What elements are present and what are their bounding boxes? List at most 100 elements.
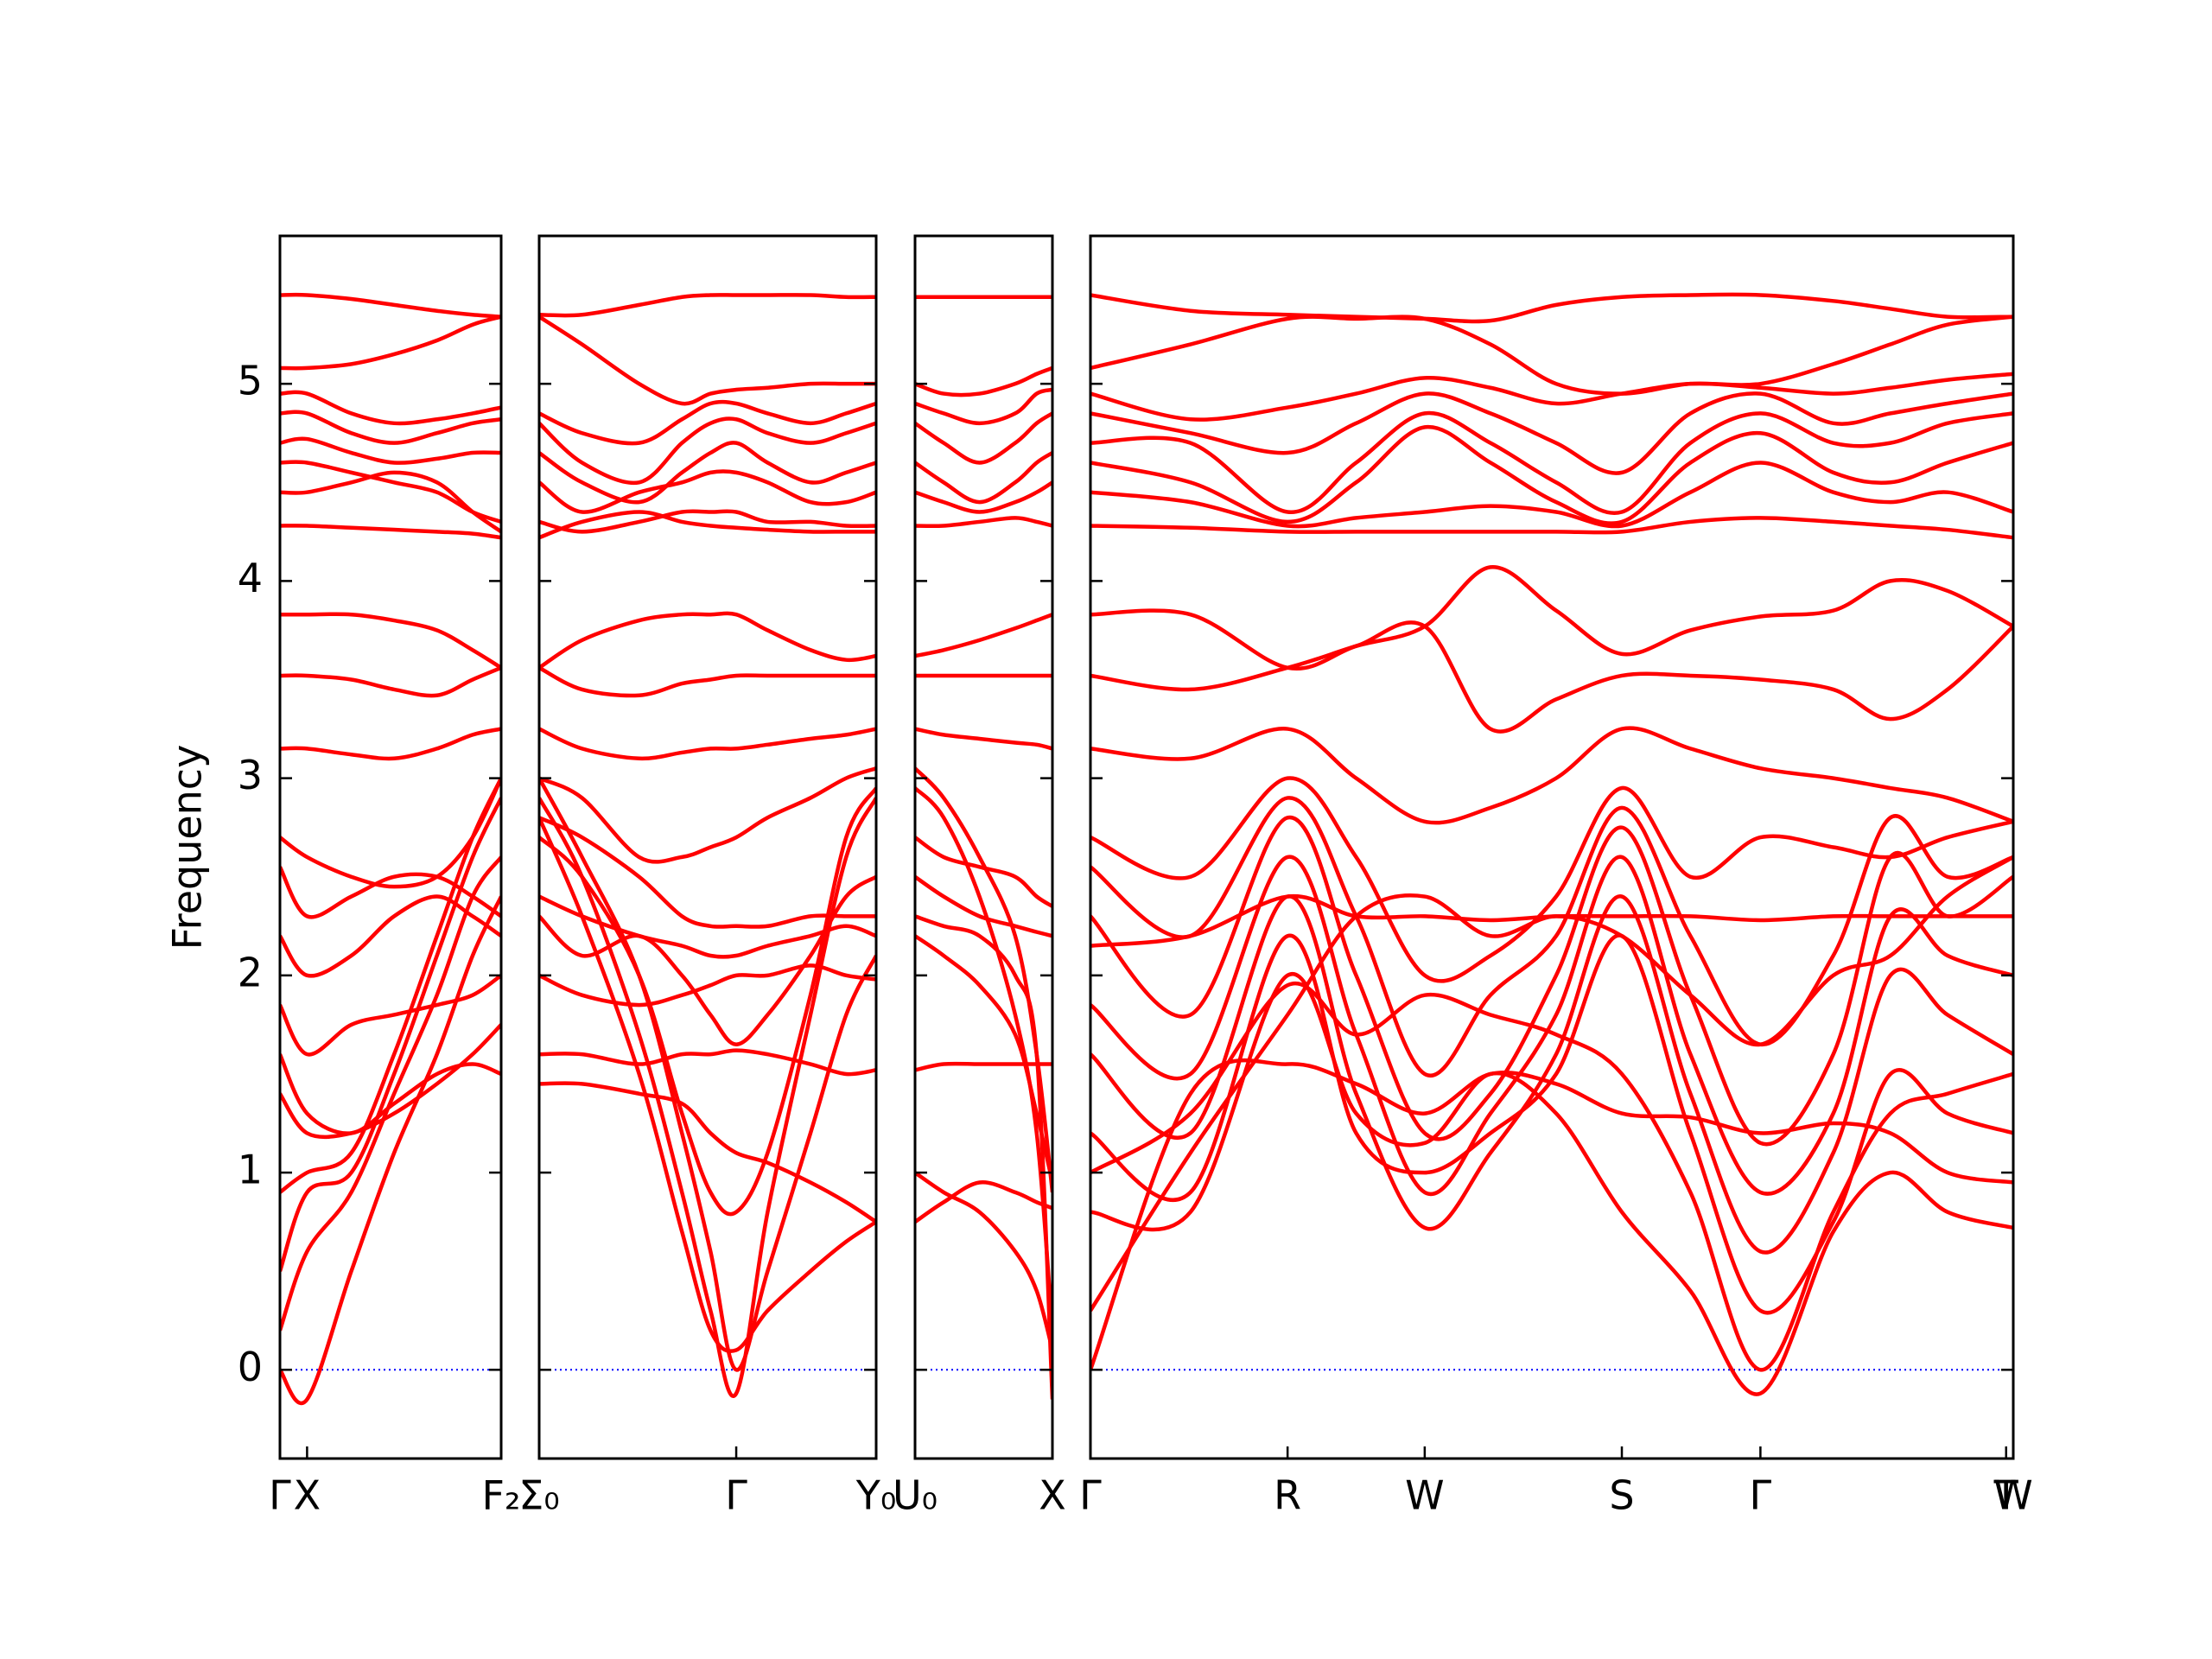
band-line [539,797,876,1398]
band-line [1090,971,2013,1396]
band-line [280,973,501,1057]
band-line [1090,315,2013,396]
band-line [1090,565,2013,671]
band-line [539,611,876,670]
band-line [539,727,876,761]
axes-frame [278,234,503,1460]
band-line [1090,776,2013,983]
band-line [915,1171,1052,1351]
band-line [539,399,876,446]
band-line [1090,855,2013,1197]
axes-frame [913,234,1054,1460]
band-line [915,766,1052,1193]
band-line [280,797,501,1272]
band-line [539,315,876,406]
x-tick-label: F₂ [482,1472,521,1519]
band-line [915,836,1052,908]
band-line [539,665,876,698]
band-line [280,292,501,319]
band-line [915,365,1052,397]
band-line [539,416,876,486]
plot-area [539,293,876,1398]
band-line [915,480,1052,514]
band-line [280,727,501,761]
band-line [1090,424,2013,525]
band-line [1090,372,2013,422]
y-tick-label: 0 [238,1344,263,1390]
y-tick-label: 3 [238,752,263,798]
plot-area [915,295,1052,1400]
band-line [915,934,1052,1183]
y-tick-label: 5 [238,358,263,404]
band-line [915,613,1052,658]
band-line [539,874,876,1046]
band-line [1090,461,2013,529]
band-line [915,874,1052,938]
band-line [280,894,501,978]
band-line [539,766,876,864]
band-line [1090,981,2013,1372]
x-tick-label: S [1609,1472,1634,1519]
band-line [915,727,1052,751]
band-line [539,441,876,505]
band-line [539,1081,876,1224]
band-line [915,1061,1052,1072]
band-line [280,436,501,465]
x-tick-label: Γ [1750,1472,1772,1519]
band-line [280,665,501,698]
band-line [539,509,876,534]
band-line [1090,1058,2013,1371]
band-line [280,855,501,1332]
band-line [539,1048,876,1077]
x-tick-label: Γ [1079,1472,1102,1519]
band-line [280,1053,501,1135]
band-line [1090,726,2013,825]
band-line [915,516,1052,529]
band-line [280,895,501,1405]
x-tick-label: Γ [269,1472,291,1519]
band-line [280,390,501,426]
band-line [280,777,501,1194]
x-tick-label: Γ [725,1472,747,1519]
band-line [539,469,876,514]
axes-frame [1089,234,2015,1460]
y-tick-label: 4 [238,555,263,601]
band-line [1090,391,2013,475]
y-tick-label: 1 [238,1147,263,1193]
band-line [539,293,876,318]
x-tick-label: R [1274,1472,1301,1519]
band-line [915,387,1052,426]
band-line [915,1180,1052,1224]
band-line [915,411,1052,465]
band-line [280,1023,501,1140]
band-line [1090,933,2013,1315]
band-line [1090,893,2013,948]
axes-frame [537,234,878,1460]
x-tick-label: Y₀ [855,1472,897,1519]
band-line [539,963,876,1007]
x-tick-label: W [1405,1472,1444,1519]
y-axis-label: Frequency [164,745,211,950]
plot-area [280,292,501,1405]
band-line [1090,410,2013,516]
band-line [280,315,501,371]
band-line [915,914,1052,1400]
band-line [539,510,876,540]
x-tick-label: U₀ [893,1472,938,1519]
band-line [280,410,501,445]
x-tick-label: X [1039,1472,1066,1519]
band-line [280,524,501,540]
x-tick-label: W [1993,1472,2032,1519]
band-line [280,470,501,534]
x-tick-label: Σ₀ [518,1472,560,1519]
band-line [539,817,876,1353]
band-line [1090,620,2013,734]
x-tick-label: X [294,1472,321,1519]
band-line [1090,516,2013,540]
band-line [280,612,501,670]
band-line [539,777,876,1372]
band-line [539,786,876,1217]
plot-area [1090,292,2013,1396]
